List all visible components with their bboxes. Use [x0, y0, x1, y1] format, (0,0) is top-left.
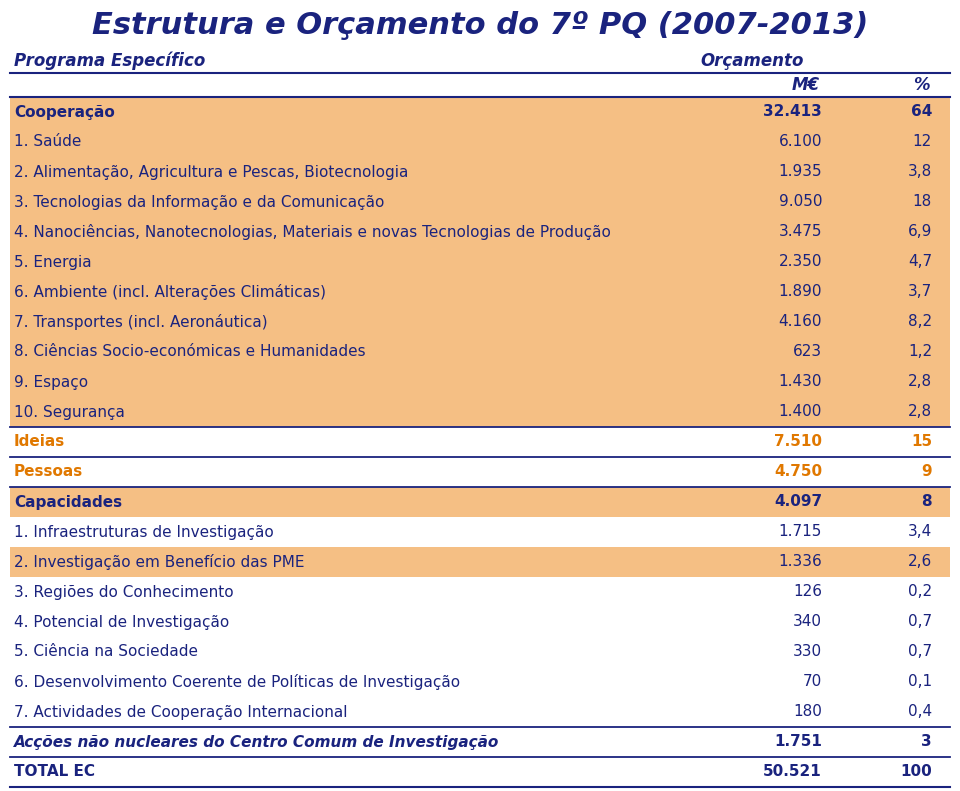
Text: Orçamento: Orçamento [700, 52, 804, 70]
Text: 0,7: 0,7 [908, 615, 932, 630]
Bar [10, 607, 950, 637]
Text: 1.935: 1.935 [779, 165, 822, 180]
Text: 7.510: 7.510 [774, 434, 822, 449]
Bar [10, 457, 950, 487]
Text: TOTAL EC: TOTAL EC [14, 764, 95, 779]
Text: 3,4: 3,4 [908, 524, 932, 539]
Bar [10, 217, 950, 247]
Text: 9: 9 [922, 464, 932, 479]
Text: Capacidades: Capacidades [14, 494, 122, 509]
Text: 4. Potencial de Investigação: 4. Potencial de Investigação [14, 615, 229, 630]
Text: 4. Nanociências, Nanotecnologias, Materiais e novas Tecnologias de Produção: 4. Nanociências, Nanotecnologias, Materi… [14, 224, 611, 240]
Text: 50.521: 50.521 [763, 764, 822, 779]
Text: 4.160: 4.160 [779, 315, 822, 330]
Text: 10. Segurança: 10. Segurança [14, 404, 125, 419]
Text: 1. Saúde: 1. Saúde [14, 134, 82, 149]
Text: 3,7: 3,7 [908, 285, 932, 300]
Text: 8: 8 [922, 494, 932, 509]
Text: 623: 623 [793, 345, 822, 359]
Text: 8. Ciências Socio-económicas e Humanidades: 8. Ciências Socio-económicas e Humanidad… [14, 345, 366, 359]
Text: 70: 70 [803, 675, 822, 690]
Bar [10, 127, 950, 157]
Text: 3. Tecnologias da Informação e da Comunicação: 3. Tecnologias da Informação e da Comuni… [14, 195, 384, 210]
Text: 0,7: 0,7 [908, 645, 932, 660]
Text: 3.475: 3.475 [779, 225, 822, 240]
Text: 4.750: 4.750 [774, 464, 822, 479]
Bar [10, 487, 950, 517]
Bar [10, 547, 950, 577]
Text: 6,9: 6,9 [907, 225, 932, 240]
Text: 1. Infraestruturas de Investigação: 1. Infraestruturas de Investigação [14, 524, 274, 539]
Text: 6. Desenvolvimento Coerente de Políticas de Investigação: 6. Desenvolvimento Coerente de Políticas… [14, 674, 460, 690]
Text: 1.890: 1.890 [779, 285, 822, 300]
Text: Estrutura e Orçamento do 7º PQ (2007-2013): Estrutura e Orçamento do 7º PQ (2007-201… [92, 12, 868, 40]
Text: 32.413: 32.413 [763, 104, 822, 119]
Text: 100: 100 [900, 764, 932, 779]
Text: 8,2: 8,2 [908, 315, 932, 330]
Text: M€: M€ [792, 76, 820, 94]
Text: 18: 18 [913, 195, 932, 210]
Text: 1.715: 1.715 [779, 524, 822, 539]
Bar [10, 577, 950, 607]
Text: 2. Investigação em Benefício das PME: 2. Investigação em Benefício das PME [14, 554, 304, 570]
Bar [10, 187, 950, 217]
Bar [10, 697, 950, 727]
Text: Programa Específico: Programa Específico [14, 51, 205, 70]
Text: 7. Actividades de Cooperação Internacional: 7. Actividades de Cooperação Internacion… [14, 705, 348, 720]
Bar [10, 367, 950, 397]
Text: 340: 340 [793, 615, 822, 630]
Text: 3: 3 [922, 735, 932, 750]
Text: 0,4: 0,4 [908, 705, 932, 720]
Text: 0,2: 0,2 [908, 585, 932, 600]
Text: 2,8: 2,8 [908, 374, 932, 389]
Bar [10, 397, 950, 427]
Text: 4.097: 4.097 [774, 494, 822, 509]
Text: 1.430: 1.430 [779, 374, 822, 389]
Text: Cooperação: Cooperação [14, 104, 115, 119]
Bar [10, 667, 950, 697]
Text: 0,1: 0,1 [908, 675, 932, 690]
Text: 15: 15 [911, 434, 932, 449]
Text: 6.100: 6.100 [779, 134, 822, 149]
Text: 2. Alimentação, Agricultura e Pescas, Biotecnologia: 2. Alimentação, Agricultura e Pescas, Bi… [14, 165, 408, 180]
Text: 330: 330 [793, 645, 822, 660]
Bar [10, 307, 950, 337]
Bar [10, 517, 950, 547]
Text: 5. Ciência na Sociedade: 5. Ciência na Sociedade [14, 645, 198, 660]
Text: 1.400: 1.400 [779, 404, 822, 419]
Text: 64: 64 [911, 104, 932, 119]
Bar [10, 247, 950, 277]
Text: 1.751: 1.751 [774, 735, 822, 750]
Text: 180: 180 [793, 705, 822, 720]
Text: 2,8: 2,8 [908, 404, 932, 419]
Text: Pessoas: Pessoas [14, 464, 84, 479]
Bar [10, 337, 950, 367]
Text: 3,8: 3,8 [908, 165, 932, 180]
Text: 126: 126 [793, 585, 822, 600]
Bar [10, 757, 950, 787]
Text: 1.336: 1.336 [779, 554, 822, 570]
Text: 3. Regiões do Conhecimento: 3. Regiões do Conhecimento [14, 585, 233, 600]
Text: 7. Transportes (incl. Aeronáutica): 7. Transportes (incl. Aeronáutica) [14, 314, 268, 330]
Bar [10, 97, 950, 127]
Text: 6. Ambiente (incl. Alterações Climáticas): 6. Ambiente (incl. Alterações Climáticas… [14, 284, 326, 300]
Text: %: % [913, 76, 930, 94]
Text: 4,7: 4,7 [908, 255, 932, 270]
Text: 2.350: 2.350 [779, 255, 822, 270]
Text: 9.050: 9.050 [779, 195, 822, 210]
Text: 12: 12 [913, 134, 932, 149]
Bar [10, 277, 950, 307]
Text: 5. Energia: 5. Energia [14, 255, 91, 270]
Text: 9. Espaço: 9. Espaço [14, 374, 88, 389]
Text: 1,2: 1,2 [908, 345, 932, 359]
Text: Acções não nucleares do Centro Comum de Investigação: Acções não nucleares do Centro Comum de … [14, 735, 499, 750]
Text: Ideias: Ideias [14, 434, 65, 449]
Bar [10, 727, 950, 757]
Bar [10, 427, 950, 457]
Text: 2,6: 2,6 [908, 554, 932, 570]
Bar [10, 637, 950, 667]
Bar [10, 157, 950, 187]
